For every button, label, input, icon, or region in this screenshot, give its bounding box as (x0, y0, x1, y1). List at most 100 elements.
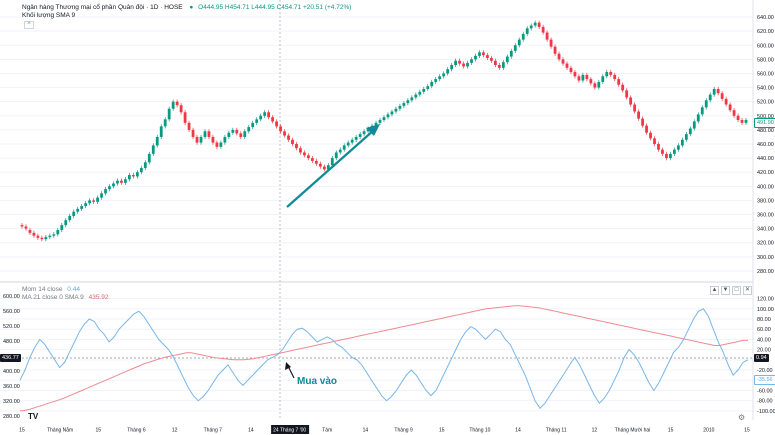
candle-body (279, 126, 282, 132)
candle-body (307, 155, 310, 159)
move-pane-down-icon[interactable]: ▼ (721, 286, 730, 295)
time-tick-label: 15 (439, 428, 445, 434)
candle-body (561, 59, 565, 64)
candle-body (303, 152, 306, 156)
osc-right-tick-label: 100.00 (757, 307, 774, 313)
price-axis[interactable]: 640.00 620.00 600.00 580.00 560.00 540.00 520.… (757, 15, 774, 275)
time-tick-label: 12 (592, 428, 598, 434)
time-tick-label: 15 (744, 428, 750, 434)
candle-body (143, 162, 147, 168)
time-tick-label: Tháng 6 (127, 428, 146, 434)
candle-body (44, 237, 48, 240)
price-tick-label: 340.00 (757, 227, 774, 233)
candle-body (545, 32, 549, 40)
candle-body (732, 110, 736, 116)
candle-body (350, 139, 354, 143)
maximize-pane-icon[interactable]: □ (732, 286, 741, 295)
candle-body (163, 119, 167, 127)
candle-body (434, 79, 438, 82)
candle-body (175, 101, 179, 106)
candle-body (482, 52, 485, 56)
volume-legend[interactable]: Khối lượng SMA 9 (22, 12, 76, 19)
candle-body (64, 220, 68, 226)
candle-body (406, 100, 410, 104)
osc-left-tick-label: 280.00 (3, 414, 20, 420)
candle-body (342, 145, 346, 150)
candle-body (68, 215, 72, 221)
candle-body (509, 50, 513, 57)
candle-body (458, 60, 461, 64)
time-tick-label: Tám (322, 428, 332, 434)
price-tick-label: 640.00 (757, 15, 774, 21)
candle-body (374, 122, 378, 126)
candle-body (147, 153, 151, 163)
candle-body (597, 81, 601, 88)
candle-body (56, 230, 60, 235)
candle-body (386, 114, 390, 118)
symbol-legend[interactable]: Ngân hàng Thương mại cổ phần Quân đội · … (22, 3, 351, 12)
osc-left-tick-label: 520.00 (3, 324, 20, 330)
candle-body (438, 76, 442, 80)
candle-body (716, 88, 720, 94)
ma-legend[interactable]: MA 21 close 0 SMA 9 435.92 (22, 293, 109, 302)
candle-body (378, 120, 382, 123)
candle-body (20, 225, 24, 227)
osc-left-tick-label: 320.00 (3, 399, 20, 405)
candle-body (179, 105, 183, 113)
osc-right-tick-label: -80.00 (757, 399, 773, 405)
candle-body (569, 67, 573, 73)
candle-body (223, 136, 227, 143)
candle-body (708, 94, 712, 101)
time-tick-label: Tháng 9 (394, 428, 413, 434)
price-tick-label: 580.00 (757, 57, 774, 63)
collapse-legend-button[interactable]: ^ (24, 21, 34, 29)
candle-body (665, 153, 668, 159)
time-tick-label: Tháng 10 (469, 428, 490, 434)
buy-annotation[interactable]: Mua vào (297, 376, 338, 387)
trend-arrow[interactable] (286, 129, 375, 208)
candle-body (104, 189, 107, 194)
candle-body (124, 179, 127, 183)
candle-body (219, 142, 223, 147)
candle-body (291, 139, 294, 144)
price-tick-label: 280.00 (757, 269, 774, 275)
candle-body (128, 175, 131, 180)
symbol-title: Ngân hàng Thương mại cổ phần Quân đội · … (22, 4, 183, 11)
osc-right-tick-label: -100.00 (757, 409, 775, 415)
osc-left-tick-label: 600.00 (3, 294, 20, 300)
candle-body (629, 97, 633, 105)
candle-body (649, 132, 652, 139)
candle-body (585, 74, 589, 80)
close-pane-icon[interactable]: ✕ (743, 286, 752, 295)
candle-body (593, 83, 597, 88)
momentum-last-tag: 0.94 (754, 354, 769, 362)
candle-body (275, 121, 278, 127)
candle-body (549, 39, 553, 47)
candle-body (728, 104, 732, 111)
candle-body (155, 136, 159, 146)
candle-body (680, 139, 684, 146)
candle-body (314, 160, 318, 164)
candle-body (609, 72, 613, 75)
tradingview-logo[interactable]: TV (28, 412, 39, 421)
ma-last-tag: -35.56 (754, 375, 775, 385)
candle-body (330, 158, 334, 166)
pane-controls: ▲ ▼ □ ✕ (710, 286, 752, 295)
momentum-legend[interactable]: Mom 14 close 0.44 (22, 285, 80, 294)
candle-body (466, 62, 469, 67)
candle-body (521, 33, 525, 40)
move-pane-up-icon[interactable]: ▲ (710, 286, 719, 295)
time-tick-label: 12 (172, 428, 178, 434)
candle-body (720, 93, 724, 99)
candle-body (414, 94, 418, 98)
candle-body (255, 119, 259, 123)
candlestick-series (20, 20, 748, 242)
time-axis[interactable]: 15 Tháng Năm 15 Tháng 6 12 Tháng 7 14 24 Tháng … (19, 425, 750, 434)
candle-body (454, 60, 457, 66)
candle-body (605, 72, 609, 77)
candle-body (493, 60, 497, 66)
momentum-label: Mom 14 close (22, 286, 63, 293)
settings-gear-icon[interactable]: ⚙ (738, 413, 746, 422)
candle-body (358, 134, 362, 137)
